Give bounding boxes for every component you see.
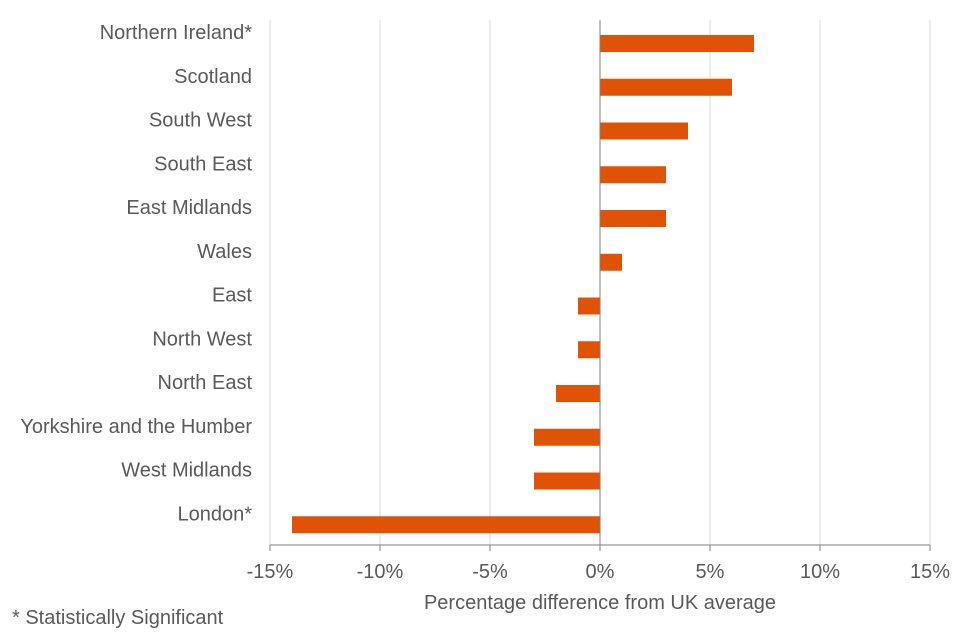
bar	[600, 78, 732, 96]
bar	[292, 516, 600, 534]
x-tick-label: -5%	[472, 561, 508, 583]
x-tick-label: -10%	[357, 561, 404, 583]
category-label: South West	[149, 110, 252, 132]
gridlines	[269, 20, 931, 545]
category-label: Scotland	[174, 66, 252, 88]
bar	[600, 35, 754, 52]
x-tick-label: 15%	[910, 561, 950, 583]
x-tick-label: -15%	[247, 561, 294, 583]
x-axis-title: Percentage difference from UK average	[424, 592, 776, 614]
x-tick-label: 0%	[586, 561, 615, 583]
category-label: East	[212, 285, 252, 307]
category-label: East Midlands	[126, 197, 252, 219]
category-label: London*	[177, 503, 252, 525]
category-label: Northern Ireland*	[100, 22, 253, 44]
bar	[600, 210, 666, 227]
footnote: * Statistically Significant	[12, 607, 224, 629]
bar	[578, 341, 600, 359]
category-label: Yorkshire and the Humber	[20, 416, 252, 438]
bar	[600, 122, 688, 140]
x-tick-label: 10%	[800, 561, 840, 583]
x-tick-label: 5%	[696, 561, 725, 583]
category-label: Wales	[197, 241, 252, 263]
bar	[556, 385, 600, 402]
bar	[534, 428, 600, 446]
category-labels: Northern Ireland* Scotland South West South…	[20, 22, 252, 525]
category-label: North East	[158, 372, 253, 394]
category-label: North West	[152, 328, 252, 350]
tick-labels: -15% -10% -5% 0% 5% 10% 15%	[247, 561, 951, 583]
bar	[600, 166, 666, 184]
axes	[269, 20, 931, 551]
category-label: West Midlands	[121, 460, 252, 482]
bar	[578, 297, 600, 315]
category-label: South East	[154, 153, 252, 175]
bars	[292, 35, 754, 534]
bar	[600, 253, 622, 271]
bar	[534, 472, 600, 490]
